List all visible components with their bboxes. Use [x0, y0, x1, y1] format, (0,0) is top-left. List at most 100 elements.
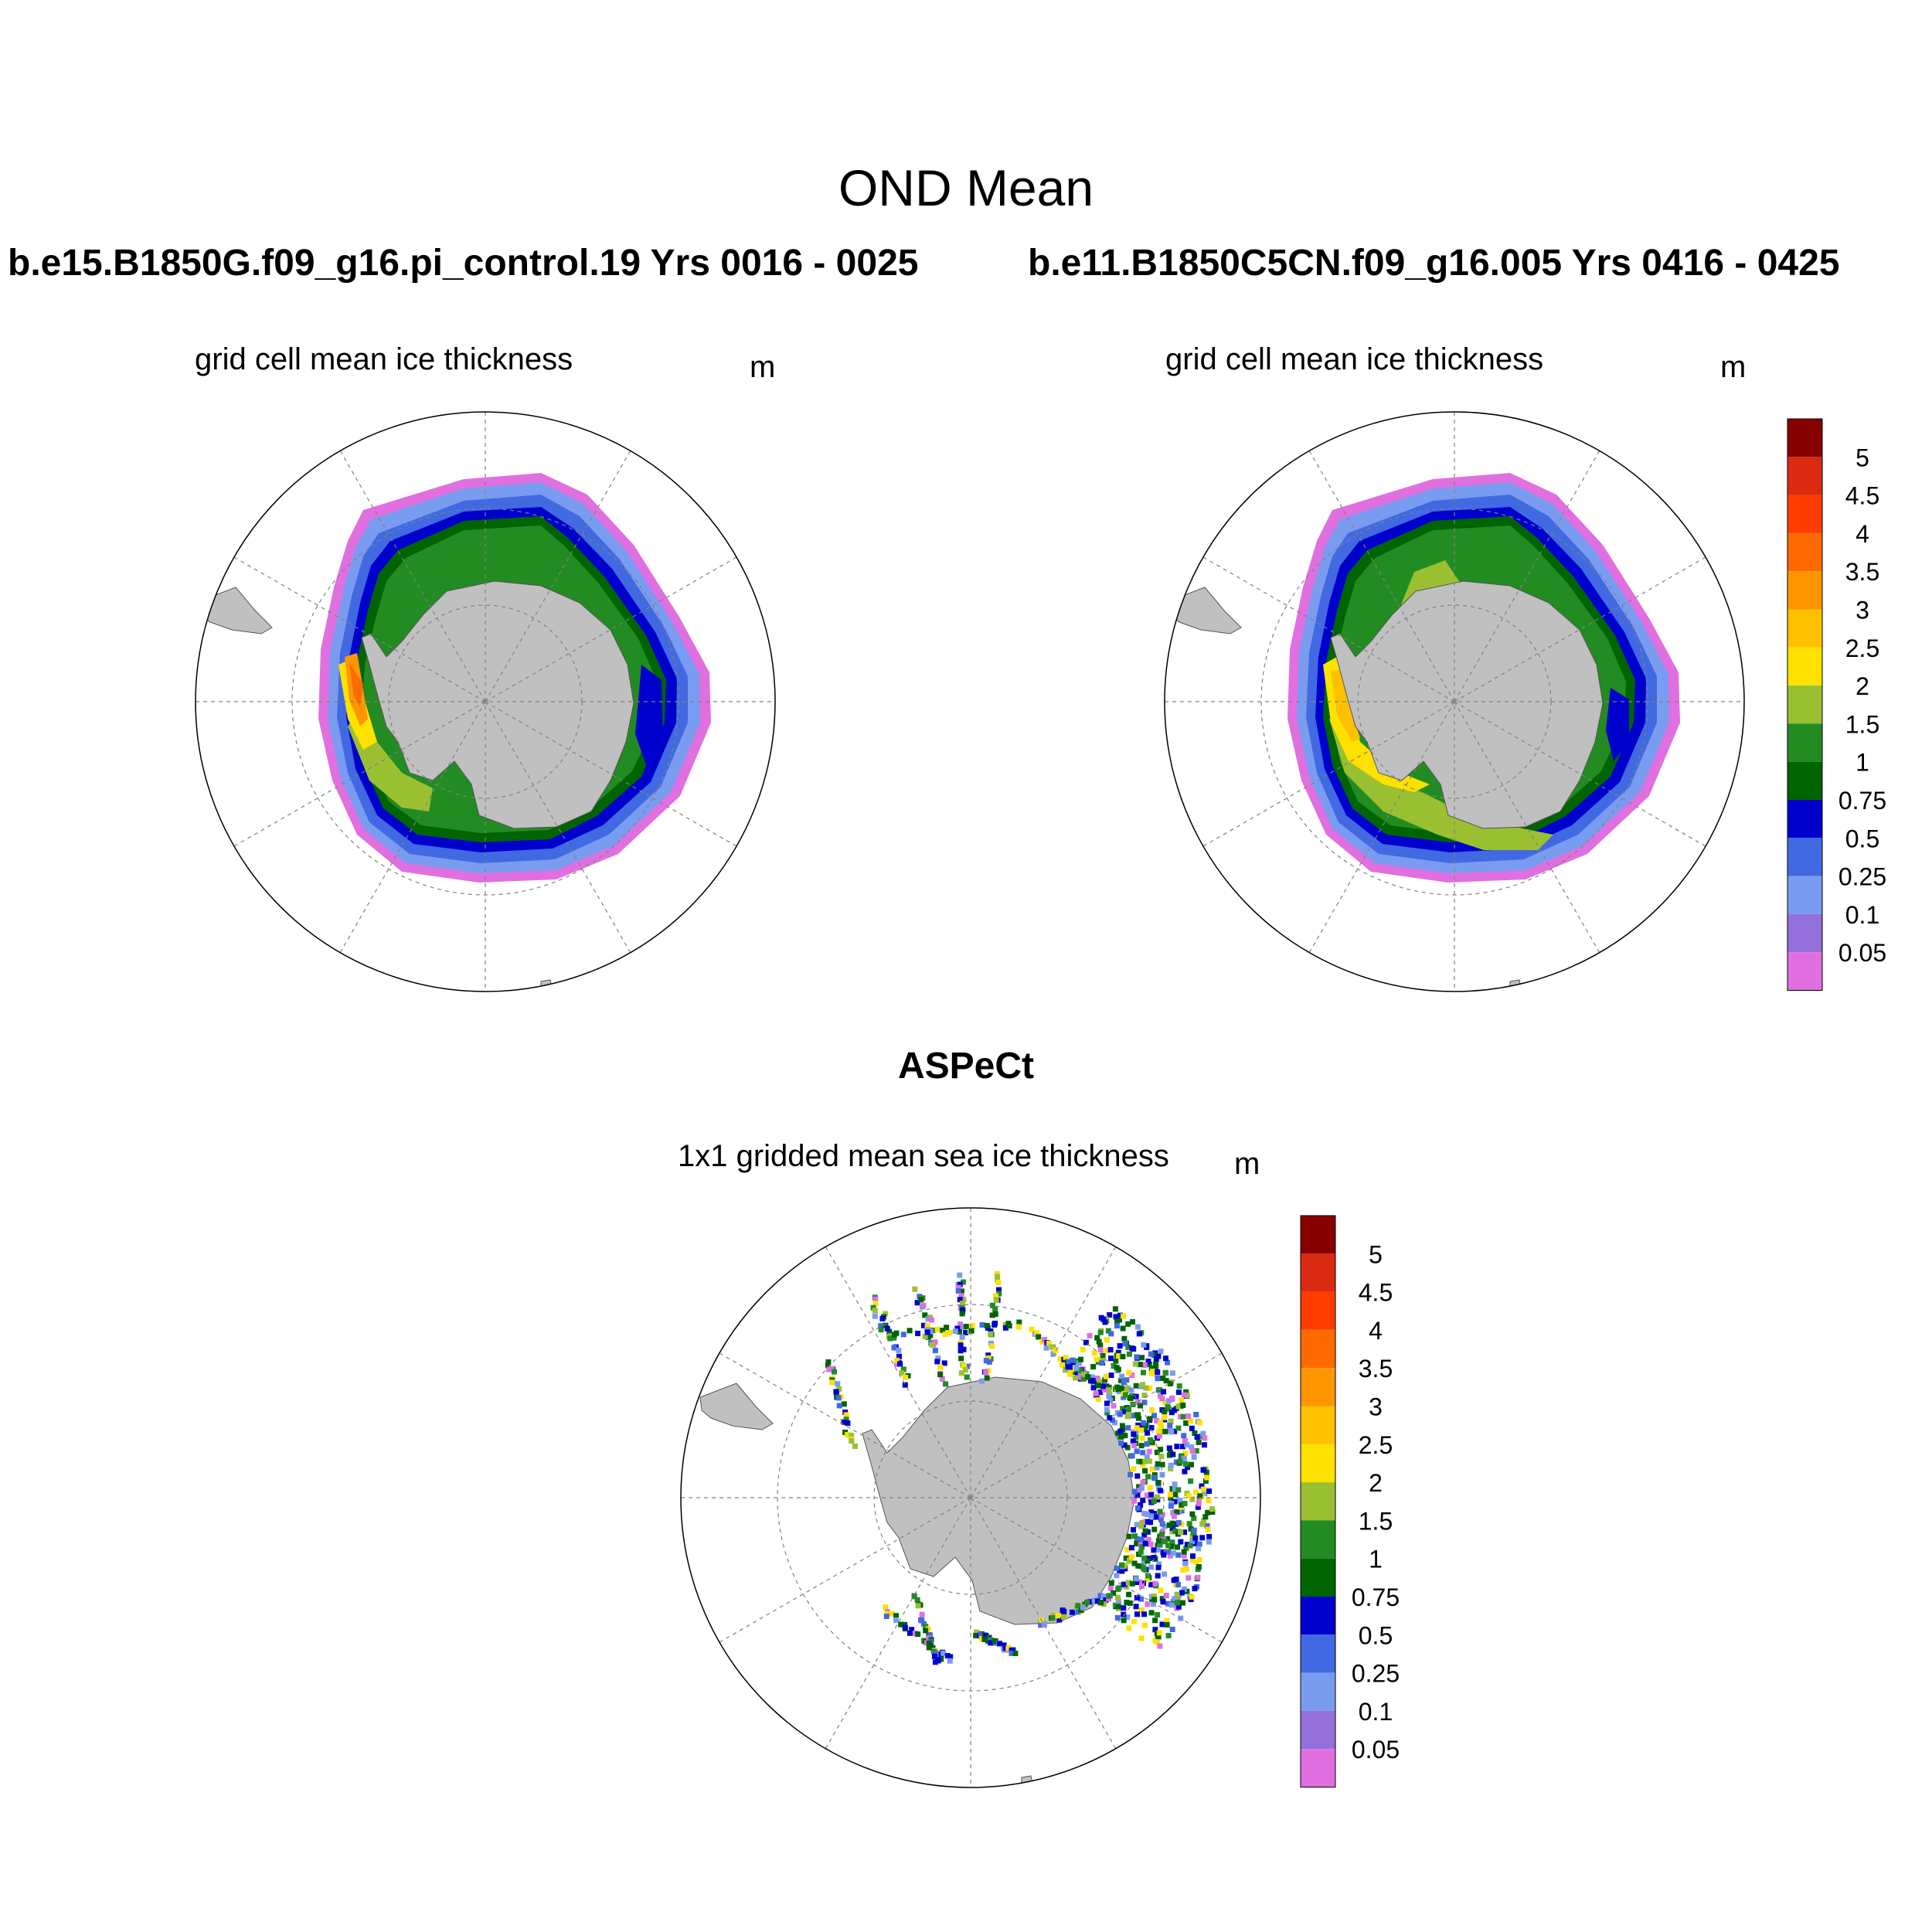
track-cell: [1174, 1592, 1180, 1598]
track-cell: [1131, 1488, 1138, 1495]
colorbar-swatch: [1301, 1406, 1335, 1444]
track-cell: [1122, 1392, 1128, 1398]
track-cell: [1161, 1552, 1167, 1558]
track-cell: [1125, 1344, 1131, 1350]
track-cell: [878, 1327, 884, 1332]
track-cell: [1131, 1560, 1138, 1566]
track-cell: [989, 1312, 995, 1318]
track-cell: [952, 1328, 958, 1335]
track-cell: [937, 1372, 944, 1378]
track-cell: [1108, 1355, 1114, 1362]
track-cell: [1124, 1444, 1131, 1451]
track-cell: [1138, 1443, 1145, 1449]
colorbar-tick-label: 0.5: [1845, 825, 1879, 852]
track-cell: [1128, 1395, 1134, 1401]
track-cell: [988, 1640, 994, 1646]
track-cell: [883, 1614, 889, 1619]
colorbar-top: 5 4.5 4 3.5 3 2.5 2 1.5 1 0.75 0.5 0.25 0.1 0.05: [1787, 418, 1886, 991]
track-cell: [1136, 1415, 1141, 1421]
colorbar-tick-label: 3: [1369, 1393, 1383, 1421]
track-cell: [914, 1597, 920, 1603]
track-cell: [1098, 1600, 1104, 1606]
track-cell: [852, 1444, 858, 1449]
track-cell: [1121, 1379, 1127, 1386]
track-cell: [1080, 1346, 1086, 1352]
track-cell: [828, 1366, 835, 1372]
track-cell: [1125, 1321, 1131, 1327]
track-cell: [1172, 1492, 1179, 1498]
track-cell: [1196, 1439, 1202, 1445]
track-cell: [1090, 1378, 1096, 1384]
track-cell: [1203, 1469, 1209, 1475]
track-cell: [1134, 1611, 1140, 1617]
track-cell: [1148, 1437, 1154, 1443]
track-cell: [1184, 1442, 1190, 1447]
track-cell: [1144, 1440, 1150, 1447]
track-cell: [1144, 1454, 1150, 1460]
colorbar-tick-label: 0.1: [1845, 901, 1879, 929]
track-cell: [1061, 1614, 1066, 1620]
track-cell: [1141, 1566, 1148, 1572]
track-cell: [1002, 1325, 1009, 1331]
colorbar-swatch: [1787, 457, 1822, 495]
track-cell: [974, 1629, 980, 1635]
colorbar-tick-label: 0.05: [1838, 939, 1886, 967]
track-cell: [1140, 1480, 1146, 1485]
track-cell: [1199, 1521, 1206, 1527]
track-cell: [1131, 1443, 1138, 1449]
track-cell: [1073, 1375, 1078, 1381]
track-cell: [1181, 1455, 1187, 1461]
track-cell: [1075, 1603, 1081, 1609]
track-cell: [1148, 1541, 1154, 1547]
track-cell: [1138, 1523, 1145, 1529]
track-cell: [1108, 1331, 1114, 1337]
track-cell: [1126, 1591, 1132, 1597]
track-cell: [1097, 1389, 1104, 1396]
colorbar-tick-label: 3.5: [1845, 558, 1879, 586]
track-cell: [1148, 1610, 1155, 1616]
track-cell: [845, 1420, 851, 1426]
track-cell: [989, 1302, 995, 1308]
panel2-units: m: [1720, 350, 1747, 384]
track-cell: [1096, 1338, 1102, 1345]
track-cell: [1175, 1389, 1182, 1396]
track-cell: [1117, 1343, 1123, 1349]
track-cell: [992, 1638, 998, 1645]
track-cell: [1075, 1609, 1081, 1615]
track-cell: [1179, 1508, 1185, 1514]
track-cell: [1137, 1403, 1143, 1409]
track-cell: [1129, 1345, 1135, 1352]
track-cell: [1117, 1312, 1123, 1318]
track-cell: [1121, 1617, 1127, 1624]
track-cell: [988, 1331, 994, 1337]
track-cell: [1139, 1435, 1145, 1441]
track-cell: [1168, 1429, 1175, 1435]
track-cell: [1156, 1561, 1162, 1567]
colorbar-swatch: [1787, 838, 1822, 876]
colorbar-frame: [1300, 1215, 1336, 1787]
track-cell: [1134, 1492, 1141, 1498]
track-cell: [1094, 1376, 1100, 1381]
colorbar-swatch: [1301, 1444, 1335, 1483]
track-cell: [1169, 1627, 1175, 1632]
track-cell: [935, 1355, 941, 1362]
track-cell: [1162, 1414, 1168, 1420]
track-cell: [1196, 1564, 1202, 1570]
track-cell: [1102, 1319, 1108, 1325]
track-cell: [1156, 1630, 1162, 1636]
track-cell: [835, 1395, 842, 1401]
track-cell: [959, 1301, 965, 1307]
track-cell: [836, 1386, 842, 1392]
track-cell: [986, 1359, 992, 1365]
track-cell: [1172, 1498, 1178, 1505]
track-cell: [957, 1348, 964, 1354]
track-cell: [1120, 1406, 1126, 1412]
track-cell: [1065, 1364, 1071, 1370]
track-cell: [1180, 1567, 1186, 1573]
track-cell: [1177, 1498, 1183, 1504]
track-cell: [958, 1370, 964, 1376]
track-cell: [1118, 1440, 1124, 1446]
track-cell: [1185, 1493, 1192, 1499]
track-cell: [1119, 1562, 1124, 1568]
track-cell: [1095, 1383, 1101, 1389]
